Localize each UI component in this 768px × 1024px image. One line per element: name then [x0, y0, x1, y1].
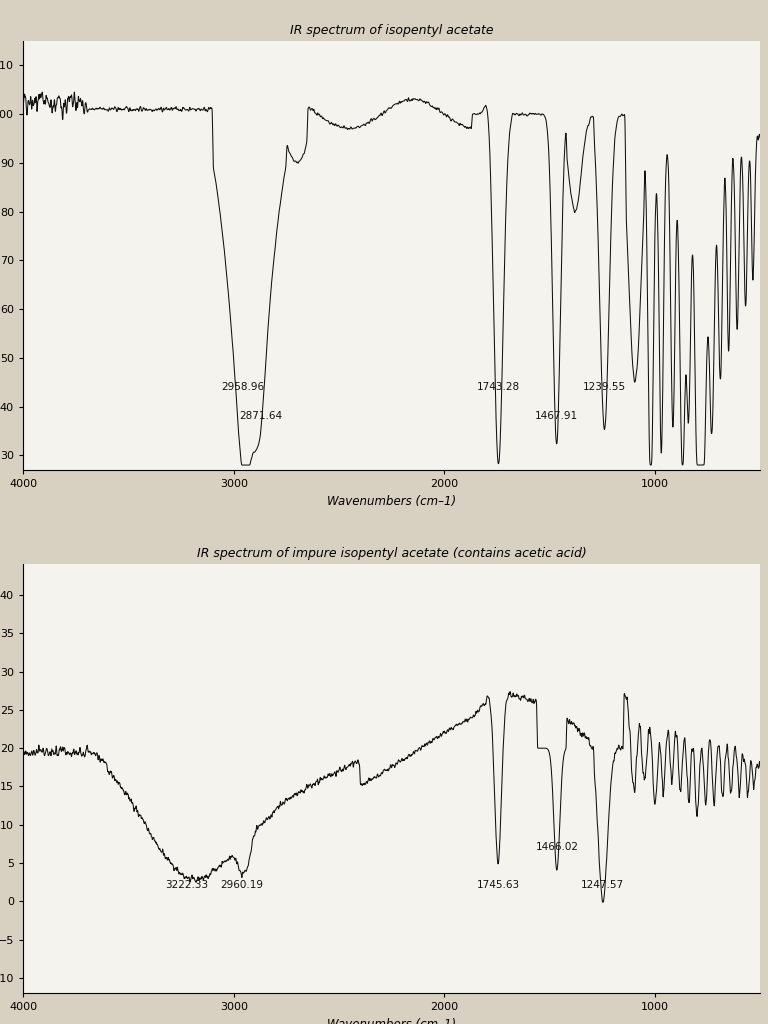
Title: IR spectrum of isopentyl acetate: IR spectrum of isopentyl acetate	[290, 24, 494, 37]
Text: 1467.91: 1467.91	[535, 412, 578, 421]
Title: IR spectrum of impure isopentyl acetate (contains acetic acid): IR spectrum of impure isopentyl acetate …	[197, 548, 587, 560]
Text: 1466.02: 1466.02	[535, 842, 578, 852]
Text: 1743.28: 1743.28	[477, 382, 520, 392]
Text: 3222.33: 3222.33	[165, 880, 208, 890]
Text: 1247.57: 1247.57	[581, 880, 624, 890]
X-axis label: Wavenumbers (cm–1): Wavenumbers (cm–1)	[327, 495, 456, 508]
Text: 1239.55: 1239.55	[583, 382, 626, 392]
X-axis label: Wavenumbers (cm–1): Wavenumbers (cm–1)	[327, 1018, 456, 1024]
Text: 2958.96: 2958.96	[220, 382, 264, 392]
Text: 1745.63: 1745.63	[476, 880, 519, 890]
Text: 2960.19: 2960.19	[220, 880, 263, 890]
Text: 2871.64: 2871.64	[239, 412, 283, 421]
